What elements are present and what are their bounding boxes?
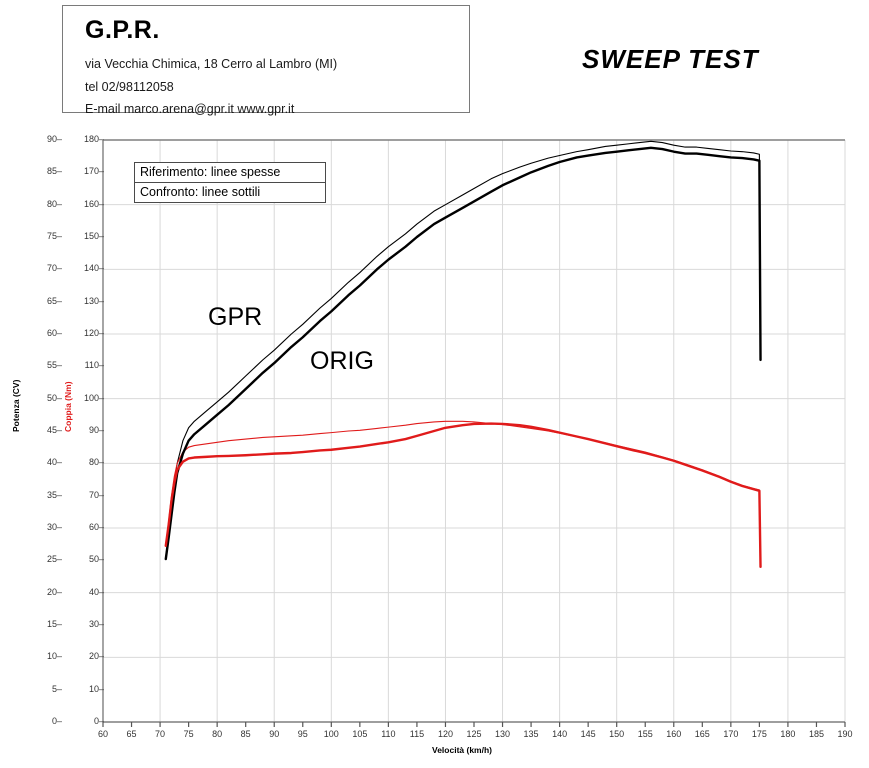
legend-reference: Riferimento: linee spesse xyxy=(135,163,325,183)
y-tick-power-90: 90– xyxy=(46,134,62,144)
x-tick-85: 85 xyxy=(240,729,251,739)
x-tick-95: 95 xyxy=(297,729,308,739)
curve-orig-power xyxy=(164,146,762,561)
y-tick-power-80: 80– xyxy=(46,198,62,209)
x-tick-145: 145 xyxy=(580,729,596,739)
y-tick-torque-70: 70– xyxy=(88,489,104,500)
y-tick-power-75: 75– xyxy=(46,231,62,241)
y-tick-power-15: 15– xyxy=(46,619,62,629)
legend-comparison: Confronto: linee sottili xyxy=(140,185,261,199)
y-tick-power-85: 85– xyxy=(46,166,62,177)
x-tick-90: 90 xyxy=(269,729,280,739)
x-axis-title: Velocità (km/h) xyxy=(432,745,492,755)
x-tick-175: 175 xyxy=(751,729,767,739)
y-tick-power-55: 55– xyxy=(46,360,62,371)
y-tick-torque-150: 150– xyxy=(83,231,104,241)
plot-frame xyxy=(102,139,845,723)
x-tick-65: 65 xyxy=(126,729,137,739)
y-tick-power-35: 35– xyxy=(46,489,62,500)
x-tick-135: 135 xyxy=(523,729,539,739)
y-axis-title-power: Potenza (CV) xyxy=(11,379,21,432)
y-tick-power-45: 45– xyxy=(46,425,62,435)
x-tick-155: 155 xyxy=(637,729,653,739)
y-tick-torque-10: 10– xyxy=(88,683,104,694)
legend-box: Riferimento: linee spesse Confronto: lin… xyxy=(134,162,326,203)
x-tick-170: 170 xyxy=(723,729,739,739)
x-tick-100: 100 xyxy=(323,729,339,739)
y-tick-power-40: 40– xyxy=(46,457,62,468)
y-tick-torque-80: 80– xyxy=(88,457,104,468)
x-tick-180: 180 xyxy=(780,729,796,739)
x-tick-115: 115 xyxy=(409,729,425,739)
y-tick-torque-160: 160– xyxy=(83,198,104,209)
y-tick-torque-180: 180– xyxy=(83,134,104,144)
y-tick-power-0: 0– xyxy=(51,716,62,726)
curve-label-orig: ORIG xyxy=(310,347,374,375)
x-tick-185: 185 xyxy=(808,729,824,739)
x-tick-110: 110 xyxy=(381,729,396,739)
x-tick-120: 120 xyxy=(437,729,453,739)
y-tick-torque-140: 140– xyxy=(83,263,104,274)
x-tick-75: 75 xyxy=(183,729,194,739)
company-name: G.P.R. xyxy=(85,16,160,44)
page-title: SWEEP TEST xyxy=(582,44,759,74)
y-tick-power-20: 20– xyxy=(46,586,62,597)
company-contact: E-mail marco.arena@gpr.it www.gpr.it xyxy=(85,102,295,116)
curve-label-gpr: GPR xyxy=(208,303,263,331)
company-info-box: G.P.R. via Vecchia Chimica, 18 Cerro al … xyxy=(62,5,470,116)
x-tick-165: 165 xyxy=(694,729,710,739)
y-tick-torque-20: 20– xyxy=(88,651,104,662)
x-tick-80: 80 xyxy=(212,729,223,739)
y-tick-torque-130: 130– xyxy=(83,295,104,306)
y-tick-torque-170: 170– xyxy=(83,166,104,177)
y-tick-power-70: 70– xyxy=(46,263,62,274)
x-tick-60: 60 xyxy=(97,729,108,739)
y-tick-torque-50: 50– xyxy=(88,554,104,565)
y-tick-power-65: 65– xyxy=(46,295,62,306)
y-tick-power-5: 5– xyxy=(51,683,62,694)
y-tick-torque-120: 120– xyxy=(83,328,104,338)
x-tick-125: 125 xyxy=(466,729,482,739)
y-tick-torque-90: 90– xyxy=(88,425,104,435)
x-tick-150: 150 xyxy=(609,729,625,739)
company-phone: tel 02/98112058 xyxy=(85,80,174,94)
company-address: via Vecchia Chimica, 18 Cerro al Lambro … xyxy=(85,57,338,71)
curve-gpr-power xyxy=(165,140,762,558)
x-tick-140: 140 xyxy=(552,729,568,739)
y-tick-torque-40: 40– xyxy=(88,586,104,597)
y-tick-torque-60: 60– xyxy=(88,522,104,532)
y-tick-power-60: 60– xyxy=(46,328,62,338)
y-tick-torque-0: 0– xyxy=(93,716,104,726)
grid-lines xyxy=(102,139,846,723)
y-tick-torque-100: 100– xyxy=(83,392,104,403)
y-tick-torque-110: 110– xyxy=(84,360,104,371)
x-tick-130: 130 xyxy=(495,729,511,739)
y-tick-power-30: 30– xyxy=(46,522,62,532)
x-tick-70: 70 xyxy=(155,729,166,739)
x-tick-160: 160 xyxy=(666,729,682,739)
y-tick-power-25: 25– xyxy=(46,554,62,565)
curve-orig-torque xyxy=(164,422,762,568)
y-tick-torque-30: 30– xyxy=(88,619,104,629)
x-tick-190: 190 xyxy=(837,729,853,739)
x-tick-105: 105 xyxy=(352,729,368,739)
axis-ticks xyxy=(102,722,846,727)
curve-gpr-torque xyxy=(165,420,762,566)
y-tick-power-10: 10– xyxy=(46,651,62,662)
y-tick-power-50: 50– xyxy=(46,392,62,403)
